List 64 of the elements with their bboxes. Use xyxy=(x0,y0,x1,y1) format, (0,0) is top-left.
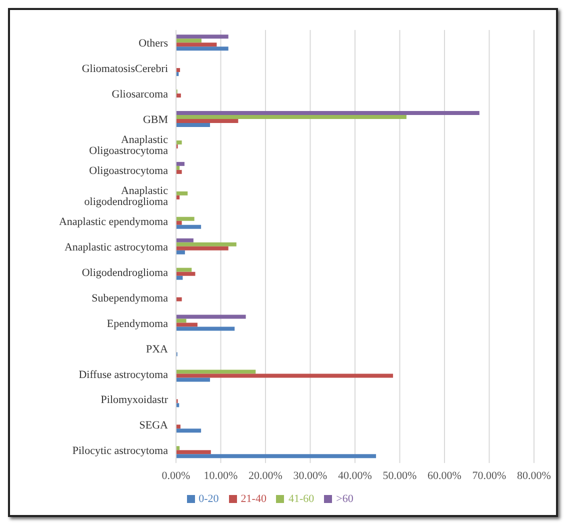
y-tick-label: Subependymoma xyxy=(92,292,168,304)
bar xyxy=(176,297,182,302)
y-tick-label: Anaplastic astrocytoma xyxy=(64,241,168,254)
bar xyxy=(176,46,228,51)
bar xyxy=(176,276,183,280)
bar xyxy=(176,238,194,242)
bar xyxy=(176,370,256,374)
y-tick-label: GBM xyxy=(142,114,168,126)
bar xyxy=(176,162,185,166)
legend-label: 21-40 xyxy=(240,493,266,505)
x-tick-label: 10.00% xyxy=(204,470,238,482)
bar xyxy=(176,38,202,43)
y-tick-label: Anaplastic oligodendroglioma xyxy=(84,184,168,208)
bar xyxy=(176,170,182,174)
bar xyxy=(176,118,238,123)
y-tick-label: Others xyxy=(138,38,168,50)
bar xyxy=(176,374,394,378)
legend-label: 0-20 xyxy=(198,493,219,505)
bar xyxy=(176,191,188,196)
x-tick-label: 30.00% xyxy=(293,470,328,482)
bar xyxy=(176,34,228,39)
legend-label: >60 xyxy=(336,493,354,505)
x-tick-label: 0.00% xyxy=(162,470,190,482)
bar xyxy=(176,378,210,382)
bar xyxy=(176,94,181,98)
bar xyxy=(176,428,202,433)
legend-label: 41-60 xyxy=(288,493,314,505)
bar xyxy=(176,242,236,246)
y-tick-label: Pilomyxoidastr xyxy=(100,394,168,406)
bar xyxy=(176,450,211,454)
bar xyxy=(176,122,210,127)
bar xyxy=(176,314,246,319)
x-tick-label: 80.00% xyxy=(517,470,551,482)
bar xyxy=(176,140,182,144)
x-tick-label: 40.00% xyxy=(338,470,372,482)
bar xyxy=(176,42,217,47)
x-tick-label: 60.00% xyxy=(428,470,462,482)
bar xyxy=(176,110,480,115)
y-tick-label: Pilocytic astrocytoma xyxy=(72,445,168,458)
y-tick-label: Ependymoma xyxy=(106,318,168,330)
y-tick-label: Oligoastrocytoma xyxy=(89,164,168,177)
bar xyxy=(176,322,198,327)
bar xyxy=(176,216,194,221)
y-tick-label: Anaplastic Oligoastrocytoma xyxy=(89,134,168,158)
bar xyxy=(176,454,376,458)
y-tick-label: GliomatosisCerebri xyxy=(82,63,168,76)
x-tick-label: 50.00% xyxy=(382,470,417,482)
y-tick-label: SEGA xyxy=(139,420,168,432)
y-tick-label: Gliosarcoma xyxy=(112,88,168,101)
bar xyxy=(176,220,182,225)
y-tick-label: Oligodendroglioma xyxy=(82,266,168,279)
bar xyxy=(176,326,235,331)
x-tick-label: 70.00% xyxy=(472,470,506,482)
bar xyxy=(176,246,228,250)
bar xyxy=(176,250,185,254)
y-tick-label: PXA xyxy=(146,343,168,356)
bar xyxy=(176,268,192,272)
y-tick-label: Anaplastic ependymoma xyxy=(58,216,168,228)
bar xyxy=(176,272,196,276)
bar xyxy=(176,114,406,119)
bar xyxy=(176,224,202,229)
x-tick-label: 20.00% xyxy=(248,470,282,482)
y-tick-label: Diffuse astrocytoma xyxy=(78,368,168,381)
bar xyxy=(176,318,186,323)
